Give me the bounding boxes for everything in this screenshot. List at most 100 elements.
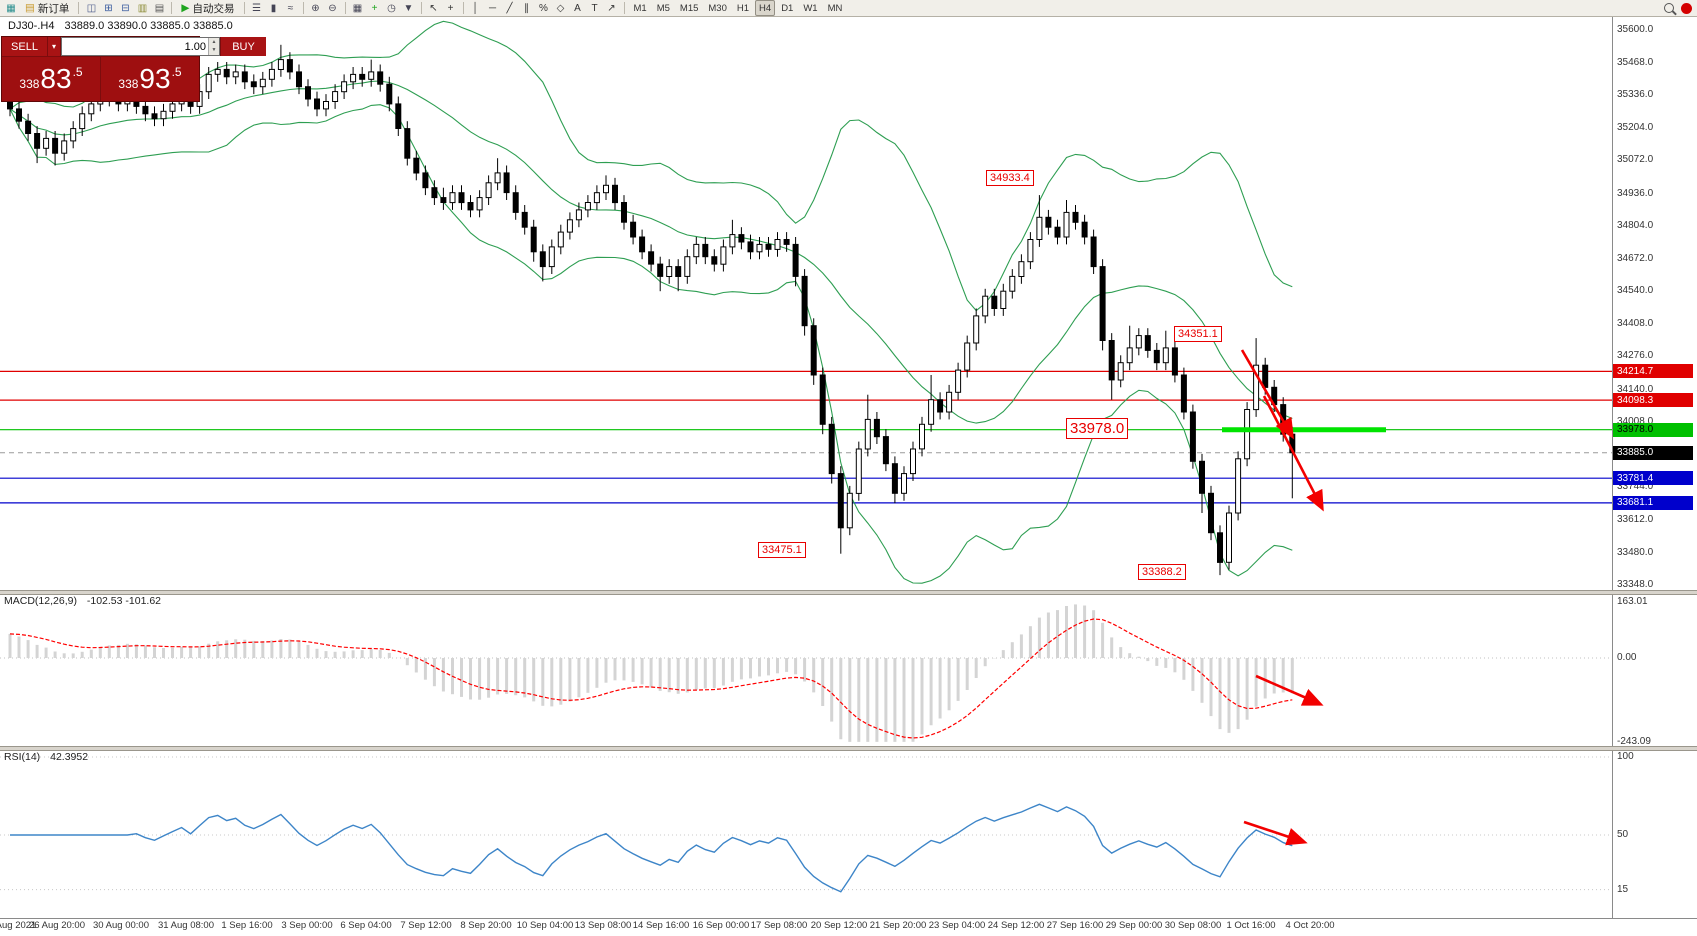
candlestick-icon[interactable]: ▮ — [270, 2, 277, 14]
horizontal-lines[interactable] — [0, 370, 1612, 504]
shapes-icon[interactable]: ◇ — [556, 2, 565, 14]
sell-price-display[interactable]: 338 83.5 — [2, 57, 101, 101]
search-icon[interactable] — [1661, 1, 1677, 16]
price-annotation[interactable]: 34933.4 — [986, 170, 1034, 186]
ohlc-values: 33889.0 33890.0 33885.0 33885.0 — [64, 20, 233, 32]
price-line-label-box[interactable]: 34098.3 — [1613, 393, 1693, 408]
panel-splitter[interactable] — [0, 746, 1697, 751]
price-axis-label: 33744.0 — [1617, 481, 1654, 493]
price-axis-label: 34936.0 — [1617, 187, 1654, 199]
timeframe-h1[interactable]: H1 — [736, 2, 750, 14]
price-annotation[interactable]: 33978.0 — [1066, 418, 1129, 439]
rsi-axis-label: 15 — [1617, 883, 1629, 895]
templates-icon[interactable]: ▼ — [403, 2, 414, 14]
charts-icon[interactable]: ◫ — [86, 2, 97, 14]
time-axis-label: 21 Sep 20:00 — [869, 920, 927, 931]
autotrading-button[interactable]: ▶ 自动交易 — [176, 1, 239, 16]
volume-increase-button[interactable]: ▲ — [209, 38, 219, 47]
arrow-tool-icon[interactable]: ↗ — [607, 2, 616, 14]
trendline-icon[interactable]: ╱ — [506, 2, 513, 14]
volume-decrease-button[interactable]: ▼ — [209, 46, 219, 55]
timeframe-h4[interactable]: H4 — [755, 0, 776, 16]
price-axis-label: 34008.0 — [1617, 416, 1653, 427]
trend-arrows[interactable] — [1240, 349, 1324, 846]
price-annotation[interactable]: 33388.2 — [1138, 564, 1186, 580]
rsi-name: RSI(14) — [4, 751, 41, 763]
panel-splitter[interactable] — [0, 590, 1697, 595]
price-axis-separator — [1612, 17, 1613, 918]
price-axis-label: 35600.0 — [1617, 24, 1654, 35]
time-axis-label: 14 Sep 16:00 — [632, 920, 690, 931]
fibonacci-icon[interactable]: % — [539, 2, 548, 14]
time-axis-label: 24 Sep 12:00 — [987, 920, 1045, 931]
tile-windows-icon[interactable]: ▦ — [352, 2, 363, 14]
volume-input[interactable] — [62, 38, 208, 55]
periods-icon[interactable]: ◷ — [387, 2, 396, 14]
price-line-label-box[interactable]: 33781.4 — [1613, 471, 1693, 486]
zoom-in-icon[interactable]: ⊕ — [311, 2, 320, 14]
bar-chart-icon[interactable]: ☰ — [252, 2, 261, 14]
label-icon[interactable]: T — [591, 2, 598, 14]
price-axis-label: 34540.0 — [1617, 285, 1654, 297]
timeframe-m1[interactable]: M1 — [633, 2, 647, 14]
time-axis-label: 1 Sep 16:00 — [221, 920, 273, 931]
toolbar-separator — [171, 2, 173, 14]
price-axis-label: 34140.0 — [1617, 383, 1654, 395]
navigator-icon[interactable]: ▥ — [137, 2, 148, 14]
price-annotation[interactable]: 33475.1 — [758, 542, 806, 558]
chart-window-icon[interactable]: ▦ — [6, 2, 16, 14]
time-axis-label: 1 Oct 16:00 — [1226, 920, 1276, 931]
autotrading-label: 自动交易 — [192, 2, 235, 15]
time-axis-label: 13 Sep 08:00 — [574, 920, 632, 931]
rsi-axis-label: 100 — [1617, 751, 1634, 762]
crosshair-icon[interactable]: + — [447, 2, 454, 14]
price-axis-label: 34804.0 — [1617, 220, 1654, 232]
rsi-value: 42.3952 — [50, 751, 89, 763]
time-axis-label: 16 Sep 00:00 — [692, 920, 750, 931]
line-chart-icon[interactable]: ≈ — [287, 2, 294, 14]
buy-price-display[interactable]: 338 93.5 — [101, 57, 199, 101]
price-axis-label: 33480.0 — [1617, 546, 1654, 558]
order-type-caret[interactable]: ▾ — [48, 37, 61, 56]
price-line-label-box[interactable]: 34214.7 — [1613, 364, 1693, 379]
price-prefix: 338 — [118, 77, 139, 91]
toolbar-separator — [420, 2, 422, 14]
price-line-label-box[interactable]: 33978.0 — [1613, 422, 1693, 437]
zoom-out-icon[interactable]: ⊖ — [328, 2, 337, 14]
market-watch-icon[interactable]: ⊞ — [104, 2, 113, 14]
notification-icon[interactable] — [1678, 1, 1694, 16]
price-annotation[interactable]: 34351.1 — [1174, 326, 1222, 342]
timeframe-d1[interactable]: D1 — [781, 2, 794, 14]
indicators-icon[interactable]: + — [371, 2, 378, 14]
price-axis-label: 34276.0 — [1617, 350, 1654, 362]
time-axis-label: 27 Sep 16:00 — [1046, 920, 1104, 931]
time-axis-label: Aug 2021 — [0, 920, 37, 931]
price-line-label-box[interactable]: 33681.1 — [1613, 495, 1693, 510]
candlesticks — [7, 44, 1296, 576]
volume-box: ▲ ▼ — [61, 37, 220, 56]
price-big-digits: 93 — [139, 63, 171, 94]
timeframe-w1[interactable]: W1 — [803, 2, 818, 14]
data-window-icon[interactable]: ⊟ — [121, 2, 130, 14]
price-axis-label: 34672.0 — [1617, 252, 1654, 264]
timeframe-m30[interactable]: M30 — [708, 2, 727, 14]
sell-button[interactable]: SELL — [2, 37, 48, 56]
time-axis-label: 26 Aug 20:00 — [29, 920, 85, 931]
new-order-button[interactable]: ▤ 新订单 — [20, 1, 74, 16]
caret-down-icon: ▾ — [51, 42, 56, 51]
cursor-icon[interactable]: ↖ — [429, 2, 438, 14]
channel-icon[interactable]: ∥ — [524, 2, 529, 14]
buy-button[interactable]: BUY — [220, 37, 266, 56]
horizontal-line-icon[interactable]: ─ — [488, 2, 497, 14]
terminal-icon[interactable]: ▤ — [154, 2, 165, 14]
text-icon[interactable]: A — [574, 2, 581, 14]
timeframe-m15[interactable]: M15 — [679, 2, 699, 14]
price-axis-label: 35072.0 — [1617, 154, 1654, 166]
vertical-line-icon[interactable]: │ — [472, 2, 479, 14]
time-axis-label: 29 Sep 00:00 — [1105, 920, 1163, 931]
timeframe-mn[interactable]: MN — [827, 2, 843, 14]
price-prefix: 338 — [19, 77, 40, 91]
time-axis-label: 8 Sep 20:00 — [460, 920, 512, 931]
timeframe-m5[interactable]: M5 — [656, 2, 670, 14]
